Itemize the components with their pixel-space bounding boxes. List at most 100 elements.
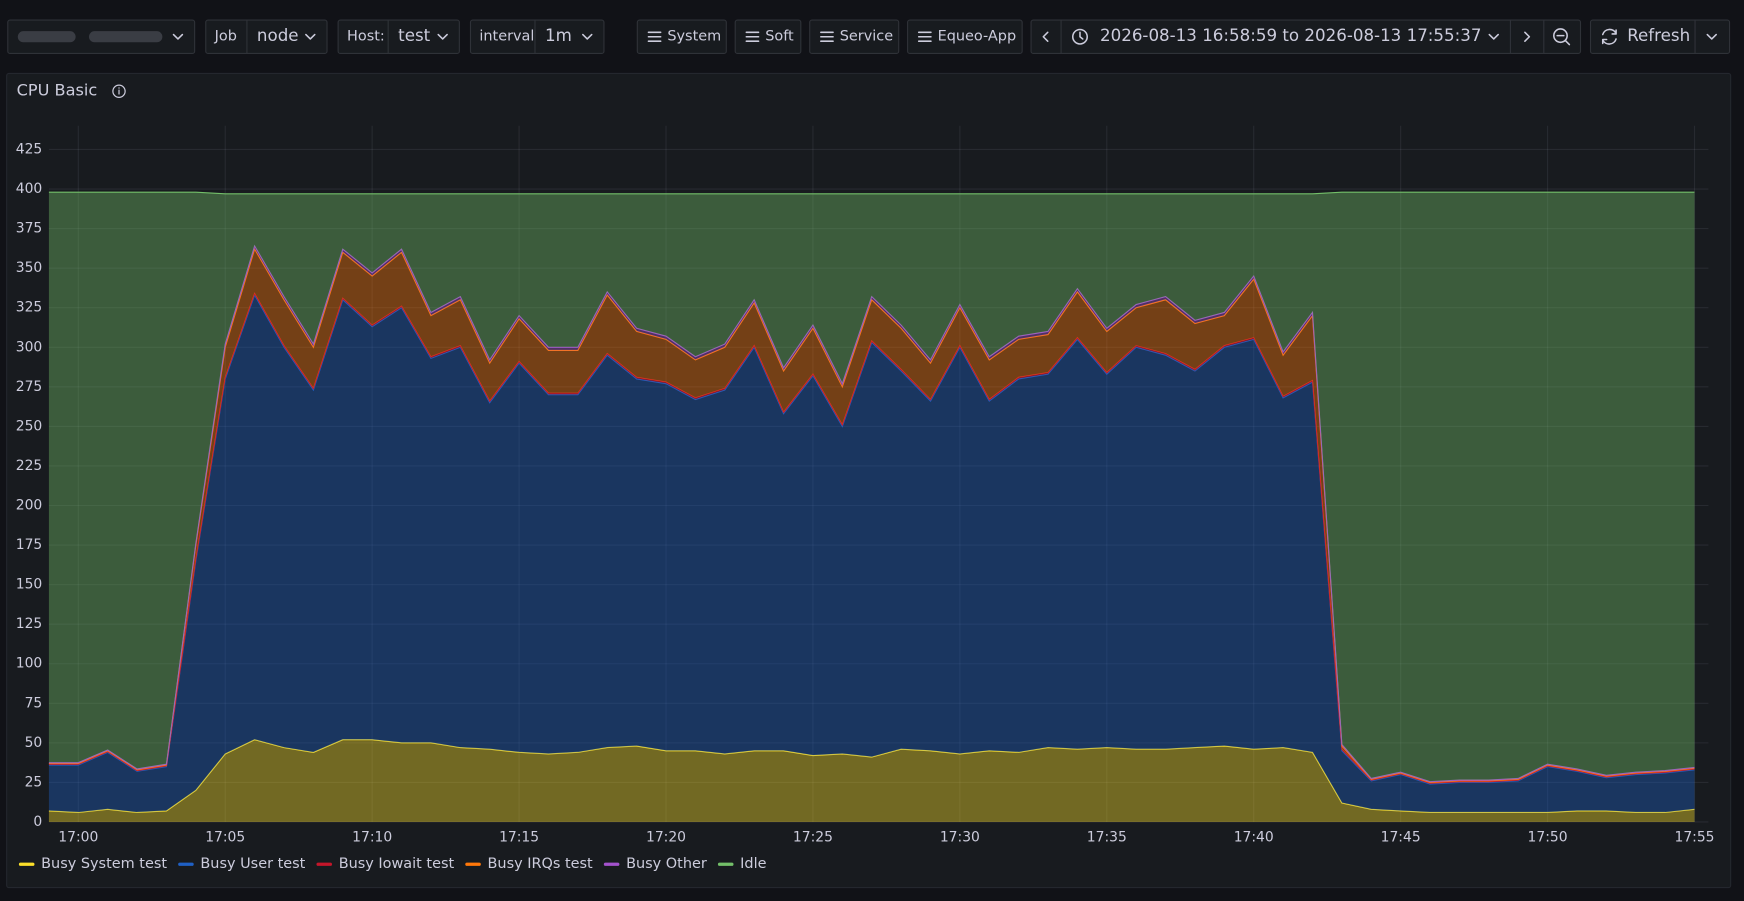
link-button[interactable]: System bbox=[636, 19, 727, 54]
area-fill bbox=[48, 739, 1695, 822]
legend-swatch bbox=[465, 862, 481, 866]
variable-box[interactable] bbox=[205, 19, 328, 54]
x-tick-label: 17:10 bbox=[352, 830, 392, 846]
menu-icon bbox=[917, 31, 932, 42]
x-tick-label: 17:15 bbox=[499, 830, 539, 846]
link-button[interactable]: Service bbox=[809, 19, 900, 54]
area-line bbox=[48, 244, 1695, 783]
chevron bbox=[172, 33, 184, 40]
y-tick-label: 300 bbox=[16, 339, 43, 355]
time-picker[interactable]: 2026-08-13 16:58:59 to 2026-08-13 17:55:… bbox=[1030, 19, 1582, 54]
y-tick-label: 200 bbox=[16, 498, 43, 514]
legend-item[interactable]: Idle bbox=[717, 856, 767, 872]
x-tick-label: 17:25 bbox=[793, 830, 833, 846]
y-tick-label: 175 bbox=[16, 537, 43, 553]
y-tick-label: 150 bbox=[16, 577, 43, 593]
refresh-picker[interactable]: Refresh bbox=[1589, 19, 1731, 54]
job-variable[interactable]: Job node bbox=[205, 19, 328, 54]
legend-label[interactable]: Busy Other bbox=[626, 856, 707, 872]
variable-value[interactable]: 1m bbox=[545, 26, 572, 45]
x-tick-label: 17:30 bbox=[940, 830, 980, 846]
menu-icon bbox=[647, 31, 662, 42]
panel-title: CPU Basic bbox=[17, 81, 98, 100]
chevron bbox=[1706, 33, 1717, 40]
chevron bbox=[305, 33, 316, 40]
time-range[interactable]: 2026-08-13 16:58:59 to 2026-08-13 17:55:… bbox=[1100, 26, 1481, 45]
legend-label[interactable]: Busy IRQs test bbox=[488, 856, 594, 872]
menu-icon bbox=[745, 31, 760, 42]
y-tick-label: 425 bbox=[16, 141, 43, 157]
link-label[interactable]: Equeo-App bbox=[938, 29, 1017, 45]
zoom-out-icon[interactable] bbox=[1553, 28, 1568, 44]
link-label[interactable]: System bbox=[667, 29, 721, 45]
legend-label[interactable]: Idle bbox=[740, 856, 766, 872]
refresh-label[interactable]: Refresh bbox=[1627, 26, 1690, 45]
y-tick-label: 275 bbox=[16, 379, 43, 395]
legend-item[interactable]: Busy Iowait test bbox=[316, 856, 454, 872]
variable-value[interactable]: node bbox=[257, 26, 299, 45]
link-box[interactable] bbox=[907, 19, 1023, 54]
link-button[interactable]: Soft bbox=[734, 19, 802, 54]
plot-area: 0 25 50 75 100 125 150 175 200 225 250 275 300 325 350… bbox=[16, 125, 1715, 846]
x-tick-label: 17:35 bbox=[1087, 830, 1127, 846]
chevron bbox=[1488, 33, 1499, 40]
shift-back-icon[interactable] bbox=[1042, 31, 1049, 42]
chevron bbox=[582, 33, 593, 40]
y-tick-label: 125 bbox=[16, 616, 43, 632]
zoom-out-glyph bbox=[1556, 34, 1571, 46]
chevron bbox=[437, 33, 448, 40]
area-line bbox=[48, 292, 1695, 784]
area-line bbox=[48, 247, 1695, 783]
dashboard-links: System Soft Service Equeo-App bbox=[636, 19, 1023, 54]
link-box[interactable] bbox=[809, 19, 900, 54]
x-tick-label: 17:20 bbox=[646, 830, 686, 846]
legend-item[interactable]: Busy User test bbox=[178, 856, 306, 872]
legend: Busy System test Busy User test Busy Iowai… bbox=[18, 856, 767, 872]
link-box[interactable] bbox=[636, 19, 727, 54]
y-tick-label: 350 bbox=[16, 260, 43, 276]
shift-forward-icon[interactable] bbox=[1524, 31, 1531, 42]
area-fill bbox=[48, 295, 1695, 813]
variable-value[interactable]: test bbox=[398, 26, 430, 45]
y-tick-label: 250 bbox=[16, 418, 43, 434]
legend-swatch bbox=[603, 862, 620, 866]
menu-icon bbox=[820, 31, 834, 42]
x-tick-label: 17:00 bbox=[58, 830, 98, 846]
time-picker-box[interactable] bbox=[1030, 19, 1582, 54]
link-button[interactable]: Equeo-App bbox=[907, 19, 1023, 54]
refresh-icon bbox=[1601, 28, 1617, 45]
clock-hands bbox=[1079, 31, 1084, 40]
link-label[interactable]: Service bbox=[840, 29, 893, 45]
y-tick-label: 325 bbox=[16, 300, 43, 316]
variable-label: Host: bbox=[347, 29, 385, 45]
blurred-text bbox=[88, 31, 163, 43]
info-icon[interactable] bbox=[112, 84, 126, 98]
variable-box[interactable] bbox=[469, 19, 605, 54]
legend-label[interactable]: Busy Iowait test bbox=[339, 856, 455, 872]
legend-item[interactable]: Busy Other bbox=[603, 856, 707, 872]
area-line bbox=[48, 739, 1695, 814]
y-tick-label: 400 bbox=[16, 181, 43, 197]
x-tick-label: 17:55 bbox=[1674, 830, 1714, 846]
link-box[interactable] bbox=[734, 19, 802, 54]
variable-box[interactable] bbox=[337, 19, 460, 54]
legend-label[interactable]: Busy User test bbox=[200, 856, 305, 872]
interval-variable[interactable]: interval 1m bbox=[469, 19, 605, 54]
legend-swatch bbox=[18, 862, 35, 866]
legend-label[interactable]: Busy System test bbox=[41, 856, 167, 872]
y-tick-label: 100 bbox=[16, 656, 43, 672]
area-fill bbox=[48, 249, 1695, 784]
x-tick-label: 17:45 bbox=[1381, 830, 1421, 846]
host-variable[interactable]: Host: test bbox=[337, 19, 460, 54]
y-tick-label: 75 bbox=[25, 695, 43, 711]
link-label[interactable]: Soft bbox=[765, 29, 794, 45]
legend-item[interactable]: Busy IRQs test bbox=[465, 856, 593, 872]
x-tick-label: 17:05 bbox=[205, 830, 245, 846]
legend-item[interactable]: Busy System test bbox=[18, 856, 167, 872]
legend-swatch bbox=[717, 862, 734, 866]
datasource-picker[interactable] bbox=[7, 19, 196, 54]
panel bbox=[6, 72, 1732, 889]
area-fill bbox=[48, 192, 1695, 782]
